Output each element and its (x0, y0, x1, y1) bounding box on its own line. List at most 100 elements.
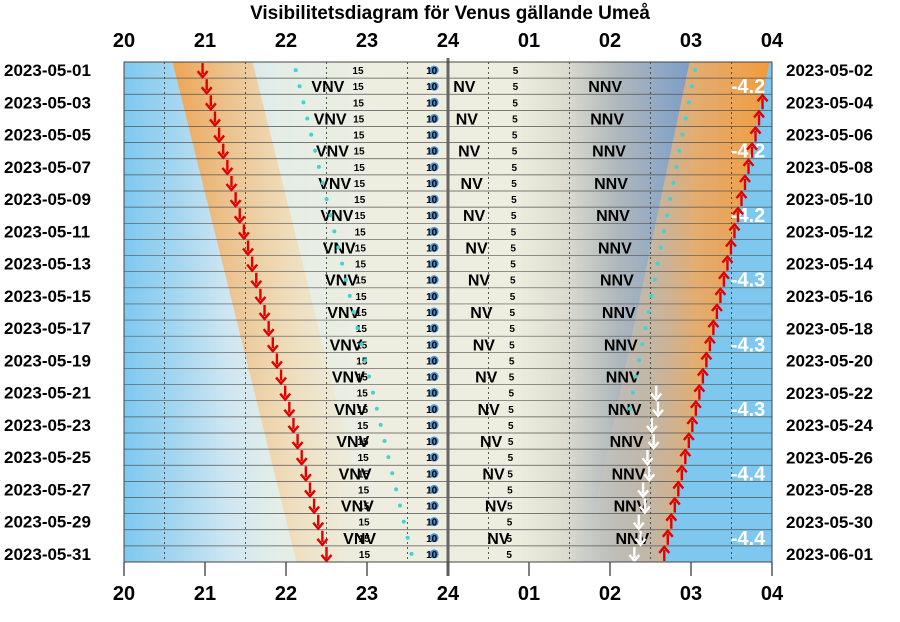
moon-arrow-head (643, 473, 656, 483)
venus-set-arrow (279, 385, 292, 402)
venus-set-arrow (233, 208, 246, 225)
altitude-label: 10 (426, 502, 438, 513)
venus-set-arrow (254, 288, 267, 305)
venus-set-arrow (200, 79, 213, 96)
altitude-label: 5 (510, 308, 516, 319)
trail-dot (316, 164, 321, 169)
direction-label: VNV (327, 305, 360, 322)
venus-set-arrow-head (213, 134, 226, 144)
trail-dot (655, 261, 660, 266)
altitude-marker (429, 242, 439, 252)
sunrise-arrow (753, 109, 765, 126)
hour-tick-label-top: 20 (113, 30, 135, 52)
sunrise-arrow-head (714, 286, 727, 296)
sunrise-arrow-head (682, 432, 695, 441)
altitude-label: 10 (426, 324, 438, 335)
sunrise-arrow-head (753, 109, 765, 119)
altitude-label: 15 (354, 163, 366, 174)
moon-arrow-head (645, 425, 658, 434)
sunrise-arrow (686, 416, 699, 432)
sunrise-arrow-head (725, 238, 737, 248)
trail-dot (409, 551, 414, 556)
trail-dot (320, 180, 325, 185)
altitude-label: 15 (355, 292, 367, 303)
venus-set-arrow-head (221, 167, 234, 176)
venus-set-arrow-head (225, 183, 238, 192)
date-label-right: 2023-05-28 (786, 481, 873, 500)
direction-label: NV (485, 499, 508, 516)
trail-dot (652, 277, 657, 282)
hour-tick-label-top: 24 (437, 30, 460, 52)
altitude-marker (429, 436, 439, 446)
sunrise-arrow (710, 303, 723, 319)
venus-set-arrow-head (196, 70, 209, 79)
altitude-label: 5 (511, 211, 517, 222)
trail-dot (640, 342, 645, 347)
altitude-label: 10 (426, 243, 438, 254)
altitude-marker (429, 210, 439, 220)
altitude-label: 10 (426, 469, 438, 480)
hour-tick-label-top: 03 (680, 30, 702, 52)
sunrise-arrow (721, 254, 734, 271)
moon-arrow (650, 385, 663, 402)
trail-dot (386, 455, 391, 460)
date-label-left: 2023-05-03 (4, 93, 91, 112)
trail-dot (367, 374, 372, 379)
altitude-label: 5 (511, 179, 517, 190)
sunrise-arrow-head (728, 222, 741, 232)
trail-dot (390, 471, 395, 476)
venus-set-arrow-head (308, 505, 321, 515)
sunrise-arrow-head (735, 190, 748, 199)
altitude-label: 15 (356, 324, 368, 335)
hour-tick-label-top: 01 (518, 30, 540, 52)
altitude-label: 10 (426, 276, 438, 287)
venus-set-arrow-head (258, 312, 271, 321)
altitude-label: 10 (426, 195, 438, 206)
altitude-label: 5 (513, 66, 519, 77)
trail-dot (359, 342, 364, 347)
direction-label: NNV (610, 434, 644, 451)
venus-set-arrow (299, 466, 312, 483)
altitude-label: 15 (355, 243, 367, 254)
trail-dot (328, 213, 333, 218)
altitude-label: 15 (353, 98, 365, 109)
date-label-right: 2023-05-22 (786, 384, 873, 403)
altitude-marker (429, 372, 439, 382)
trail-dot (394, 487, 399, 492)
direction-label: NV (463, 208, 486, 225)
altitude-marker (429, 130, 439, 140)
venus-set-arrow-head (283, 409, 296, 418)
direction-label: NV (478, 402, 501, 419)
venus-set-arrow (217, 143, 230, 160)
venus-set-arrow (204, 95, 217, 112)
altitude-label: 5 (509, 324, 515, 335)
magnitude-label: -4.4 (731, 463, 766, 485)
venus-set-arrow-head (233, 215, 246, 225)
altitude-marker (429, 452, 439, 462)
sunrise-arrow (703, 335, 716, 352)
moon-arrow (652, 401, 664, 418)
altitude-label: 5 (512, 131, 518, 142)
venus-set-arrow-head (266, 344, 279, 354)
trail-dot (643, 326, 648, 331)
magnitude-label: -4.2 (731, 141, 765, 163)
venus-set-arrow-head (295, 457, 308, 467)
altitude-label: 5 (512, 98, 518, 109)
venus-set-arrow (275, 369, 287, 386)
altitude-label: 10 (426, 131, 438, 142)
altitude-label: 15 (357, 389, 369, 400)
trail-dot (340, 261, 345, 266)
sunrise-arrow-head (675, 464, 688, 474)
altitude-label: 15 (353, 82, 365, 93)
altitude-label: 5 (507, 469, 513, 480)
moon-arrow (632, 514, 645, 531)
sunrise-arrow (732, 206, 744, 223)
date-label-left: 2023-05-31 (4, 545, 91, 564)
venus-set-arrow (308, 498, 321, 515)
date-label-right: 2023-06-01 (786, 545, 873, 564)
sunrise-arrow-head (718, 270, 730, 280)
date-label-right: 2023-05-24 (786, 416, 874, 435)
direction-label: NNV (594, 176, 628, 193)
altitude-label: 5 (513, 82, 519, 93)
moon-arrow (638, 498, 651, 515)
